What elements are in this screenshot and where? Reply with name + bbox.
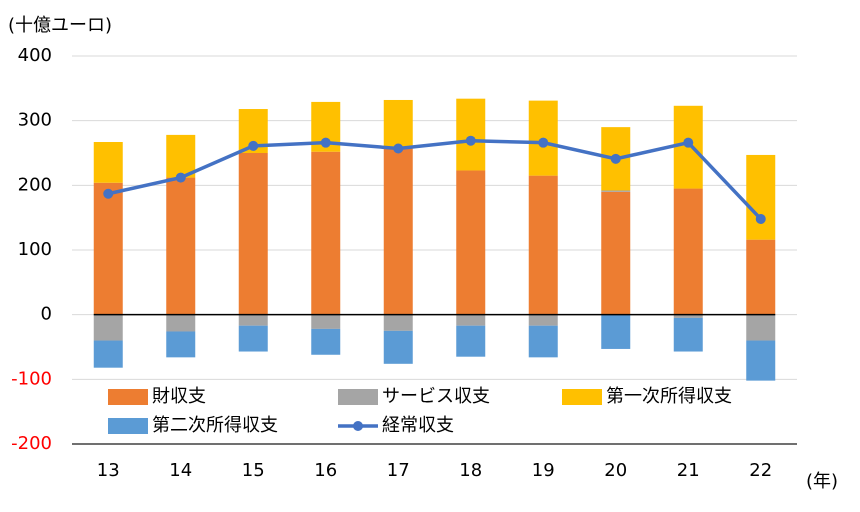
- line-marker: [465, 135, 476, 146]
- legend-label: 第二次所得収支: [152, 415, 278, 436]
- line-marker: [320, 137, 331, 148]
- bar-segment: [93, 142, 123, 183]
- x-tick-label: 20: [604, 460, 627, 481]
- bar-segment: [601, 190, 631, 192]
- x-tick-label: 14: [169, 460, 192, 481]
- bar-segment: [93, 340, 123, 368]
- legend-label: サービス収支: [382, 386, 490, 407]
- bar-segment: [601, 314, 631, 349]
- x-tick-label: 22: [749, 460, 772, 481]
- bar-segment: [166, 331, 196, 358]
- line-marker: [683, 137, 694, 148]
- bar-segment: [311, 151, 341, 315]
- y-tick-label: 300: [18, 110, 52, 131]
- x-tick-label: 15: [242, 460, 265, 481]
- bar-segment: [673, 317, 703, 352]
- bar-segment: [166, 177, 196, 315]
- x-tick-label: 21: [677, 460, 700, 481]
- legend-label: 第一次所得収支: [606, 386, 732, 407]
- bar-segment: [746, 239, 776, 315]
- line: [107, 138, 763, 221]
- bar-segment: [383, 314, 413, 331]
- bar-segment: [383, 330, 413, 364]
- bar-segment: [383, 148, 413, 315]
- bar-segment: [238, 325, 268, 352]
- bar-segment: [93, 182, 123, 315]
- bar-segment: [673, 314, 703, 318]
- legend-swatch: [338, 389, 378, 405]
- x-tick-label: 13: [97, 460, 120, 481]
- y-tick-label: -200: [11, 433, 52, 454]
- y-tick-label: 200: [18, 174, 52, 195]
- line-marker: [103, 188, 114, 199]
- y-tick-label: 400: [18, 45, 52, 66]
- bar-segment: [601, 191, 631, 315]
- bar-segment: [456, 170, 486, 315]
- bar-segment: [456, 325, 486, 357]
- x-tick-label: 17: [387, 460, 410, 481]
- x-tick-label: 18: [459, 460, 482, 481]
- x-tick-label: 16: [314, 460, 337, 481]
- bar-segment: [528, 325, 558, 358]
- bar-segment: [746, 314, 776, 341]
- bar-segment: [528, 314, 558, 326]
- legend-marker: [353, 421, 363, 431]
- line-marker: [610, 153, 621, 164]
- x-axis-label: (年): [806, 471, 838, 492]
- line-marker: [393, 143, 404, 154]
- bar-segment: [673, 188, 703, 315]
- legend-swatch: [562, 389, 602, 405]
- line-marker: [175, 172, 186, 183]
- bar-segment: [311, 328, 341, 355]
- bar-segment: [238, 314, 268, 326]
- bar-segment: [383, 99, 413, 149]
- bar-segment: [746, 340, 776, 381]
- y-tick-label: 0: [41, 304, 52, 325]
- bar-segment: [166, 314, 196, 332]
- legend-swatch: [108, 418, 148, 434]
- y-tick-label: 100: [18, 239, 52, 260]
- y-axis-label: (十億ユーロ): [8, 15, 112, 36]
- y-tick-label: -100: [11, 368, 52, 389]
- line-marker: [538, 137, 549, 148]
- legend-swatch: [108, 389, 148, 405]
- bar-segment: [528, 175, 558, 315]
- bar-segment: [456, 314, 486, 326]
- bar-segment: [238, 153, 268, 315]
- bar-segment: [166, 134, 196, 178]
- line-marker: [755, 213, 766, 224]
- bar-segment: [93, 314, 123, 341]
- bar-segment: [311, 314, 341, 329]
- bar-segment: [746, 154, 776, 240]
- x-tick-label: 19: [532, 460, 555, 481]
- legend-label: 経常収支: [382, 415, 454, 436]
- legend-label: 財収支: [152, 386, 206, 407]
- line-marker: [248, 140, 259, 151]
- bar-segment: [456, 98, 486, 171]
